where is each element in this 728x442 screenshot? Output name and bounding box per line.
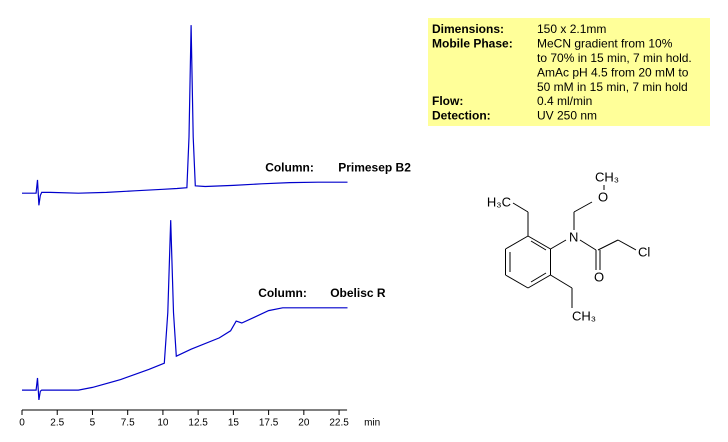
column-label: Column: — [258, 286, 307, 300]
x-tick-label: 2.5 — [50, 418, 64, 429]
x-tick-label: 20 — [298, 418, 310, 429]
structure: H₃C CH₃ O N O Cl CH₃ — [487, 169, 650, 323]
atom-label: CH₃ — [572, 308, 596, 323]
series-label: Primesep B2 — [338, 160, 411, 174]
atom-label: CH₃ — [595, 169, 619, 184]
x-tick-label: 15 — [228, 418, 240, 429]
atom-label: O — [598, 189, 608, 204]
x-axis-label: min — [364, 418, 380, 429]
conditions-box — [428, 18, 710, 126]
condition-value: MeCN gradient from 10% — [537, 37, 673, 51]
column-label: Column: — [265, 160, 314, 174]
trace — [22, 220, 348, 400]
atom-label: H₃C — [487, 194, 511, 209]
x-tick-label: 22.5 — [329, 418, 349, 429]
trace — [22, 25, 348, 206]
x-tick-label: 5 — [90, 418, 96, 429]
condition-label: Flow: — [432, 94, 463, 108]
condition-value: to 70% in 15 min, 7 min hold. — [537, 51, 692, 65]
x-tick-label: 10 — [157, 418, 169, 429]
atom-label: O — [594, 269, 604, 284]
x-tick-label: 12.5 — [188, 418, 208, 429]
condition-label: Dimensions: — [432, 22, 504, 36]
series-label: Obelisc R — [330, 286, 386, 300]
condition-value: 0.4 ml/min — [537, 94, 592, 108]
condition-label: Detection: — [432, 109, 491, 123]
condition-label: Mobile Phase: — [432, 37, 513, 51]
atom-label: Cl — [638, 244, 650, 259]
condition-value: 150 x 2.1mm — [537, 22, 606, 36]
x-tick-label: 17.5 — [259, 418, 279, 429]
condition-value: 50 mM in 15 min, 7 min hold — [537, 80, 688, 94]
condition-value: AmAc pH 4.5 from 20 mM to — [537, 65, 689, 79]
x-tick-label: 0 — [19, 418, 25, 429]
x-tick-label: 7.5 — [121, 418, 135, 429]
condition-value: UV 250 nm — [537, 109, 597, 123]
atom-label: N — [569, 229, 578, 244]
